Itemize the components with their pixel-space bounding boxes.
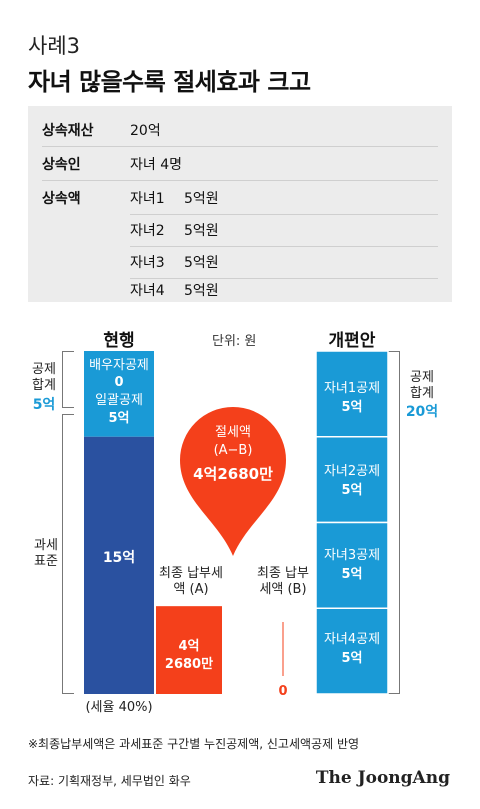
divider xyxy=(42,146,438,147)
tax-rate-note: (세율 40%) xyxy=(85,700,153,715)
info-value-estate: 20억 xyxy=(130,123,161,139)
reform-seg-label-4: 자녀4공제 xyxy=(323,632,381,647)
child-name-3: 자녀3 xyxy=(130,255,165,271)
savings-value: 4억2680만 xyxy=(193,465,273,483)
deduction-total-label: 공제 합계 xyxy=(32,362,56,393)
spouse-deduction-label: 배우자공제 xyxy=(89,358,149,373)
final-tax-a-value-2: 2680만 xyxy=(164,657,214,672)
tax-base-bracket xyxy=(62,414,74,694)
reform-seg-label-1: 자녀1공제 xyxy=(323,381,381,396)
divider xyxy=(130,246,438,247)
final-tax-a-label: 최종 납부세액 (A) xyxy=(159,566,223,597)
current-deduction-bar xyxy=(84,351,154,437)
child-amount-3: 5억원 xyxy=(184,255,219,271)
source: 자료: 기획재정부, 세무법인 화우 xyxy=(28,774,191,788)
reform-total-value: 20억 xyxy=(405,404,439,420)
divider xyxy=(130,214,438,215)
reform-seg-label-3: 자녀3공제 xyxy=(323,548,381,563)
child-name-2: 자녀2 xyxy=(130,223,165,239)
final-tax-b-label: 최종 납부세액 (B) xyxy=(257,566,309,597)
reform-segment-bar-4 xyxy=(315,607,389,695)
final-tax-b-value: 0 xyxy=(278,684,288,699)
reform-header: 개편안 xyxy=(328,331,376,351)
page-title: 자녀 많을수록 절세효과 크고 xyxy=(28,68,311,96)
brand-logo: The JoongAng xyxy=(315,768,450,788)
reform-seg-value-1: 5억 xyxy=(341,400,363,415)
divider xyxy=(130,278,438,279)
divider xyxy=(42,180,438,181)
lump-deduction-value: 5억 xyxy=(108,411,130,426)
info-table: 상속재산 20억 상속인 자녀 4명 상속액 자녀1 5억원 자녀2 5억원 자… xyxy=(28,106,452,302)
reform-bracket xyxy=(388,351,400,694)
child-amount-2: 5억원 xyxy=(184,223,219,239)
spouse-deduction-value: 0 xyxy=(114,375,124,390)
info-label-inherit: 상속액 xyxy=(42,191,81,207)
subtitle: 사례3 xyxy=(28,34,81,58)
child-name-1: 자녀1 xyxy=(130,191,165,207)
footnote: ※최종납부세액은 과세표준 구간별 누진공제액, 신고세액공제 반영 xyxy=(28,737,360,751)
info-label-heirs: 상속인 xyxy=(42,157,81,173)
reform-total-label: 공제 합계 xyxy=(410,370,434,401)
savings-pin xyxy=(180,407,286,556)
reform-seg-value-3: 5억 xyxy=(341,567,363,582)
deduction-total-value: 5억 xyxy=(32,397,56,413)
child-name-4: 자녀4 xyxy=(130,283,165,299)
child-amount-1: 5억원 xyxy=(184,191,219,207)
current-header: 현행 xyxy=(103,331,135,351)
savings-formula: (A−B) xyxy=(213,443,253,458)
unit-label: 단위: 원 xyxy=(212,334,257,349)
reform-seg-value-2: 5억 xyxy=(341,483,363,498)
reform-seg-label-2: 자녀2공제 xyxy=(323,464,381,479)
reform-segment-bar-3 xyxy=(315,521,389,609)
final-tax-a-value-1: 4억 xyxy=(178,639,200,654)
info-label-estate: 상속재산 xyxy=(42,123,94,139)
child-amount-4: 5억원 xyxy=(184,283,219,299)
final-tax-a-bar xyxy=(156,606,222,694)
reform-seg-value-4: 5억 xyxy=(341,651,363,666)
reform-segment-bar-1 xyxy=(315,350,389,438)
tax-base-label: 과세 표준 xyxy=(34,538,58,569)
tax-base-value: 15억 xyxy=(102,550,136,566)
deduction-bracket xyxy=(62,351,74,408)
current-tax-base-bar xyxy=(84,436,154,694)
info-value-heirs: 자녀 4명 xyxy=(130,157,182,173)
lump-deduction-label: 일괄공제 xyxy=(95,393,143,408)
savings-label: 절세액 xyxy=(215,425,251,440)
